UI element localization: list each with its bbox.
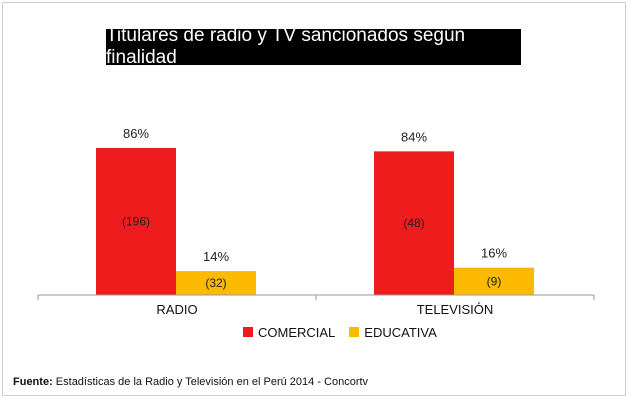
chart-frame bbox=[2, 2, 626, 396]
data-label-radio-educativa: 14% bbox=[203, 249, 229, 264]
legend-swatch-comercial bbox=[243, 327, 253, 337]
data-label-televisin-educativa: 16% bbox=[481, 246, 507, 261]
bar-radio-educativa bbox=[176, 271, 256, 295]
count-label-radio-educativa: (32) bbox=[205, 276, 226, 290]
legend-label-comercial: COMERCIAL bbox=[258, 324, 336, 340]
data-label-televisin-comercial: 84% bbox=[401, 129, 427, 144]
chart-title: Titulares de radio y TV sancionados segú… bbox=[106, 25, 521, 68]
bar-radio-comercial bbox=[96, 147, 176, 295]
legend-swatch-educativa bbox=[349, 327, 360, 337]
source-label: Fuente: bbox=[13, 376, 53, 388]
count-label-televisin-educativa: (9) bbox=[487, 274, 502, 288]
source-text: Estadísticas de la Radio y Televisión en… bbox=[55, 376, 369, 388]
count-label-radio-comercial: (196) bbox=[122, 214, 150, 228]
category-label-0: RADIO bbox=[156, 302, 197, 317]
legend: COMERCIAL EDUCATIVA bbox=[243, 323, 451, 341]
bar-televisin-educativa bbox=[454, 267, 534, 295]
legend-item-educativa: EDUCATIVA bbox=[349, 324, 437, 340]
data-label-radio-comercial: 86% bbox=[123, 126, 149, 141]
legend-label-educativa: EDUCATIVA bbox=[364, 324, 437, 340]
legend-item-comercial: COMERCIAL bbox=[243, 325, 335, 340]
category-label-1: TELEVISIÓN bbox=[417, 302, 494, 317]
count-label-televisin-comercial: (48) bbox=[403, 216, 424, 230]
source-note: Fuente: Estadísticas de la Radio y Telev… bbox=[13, 376, 368, 388]
bar-televisin-comercial bbox=[374, 151, 454, 295]
